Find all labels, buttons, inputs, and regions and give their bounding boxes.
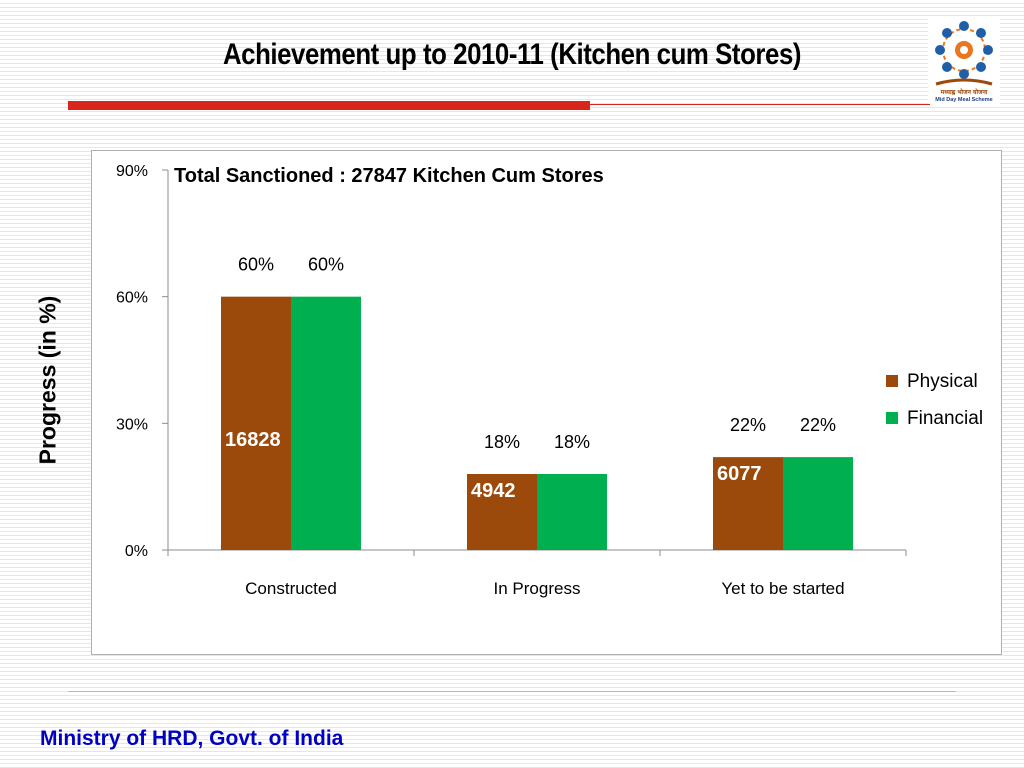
mid-day-meal-logo: मध्याह्न भोजन योजना Mid Day Meal Scheme <box>928 18 1000 104</box>
data-label-physical: 22% <box>730 415 766 435</box>
legend-swatch <box>886 412 898 424</box>
legend-label: Physical <box>907 371 978 392</box>
bar-physical <box>221 296 291 550</box>
bar-financial <box>783 457 853 550</box>
data-label-financial: 18% <box>554 432 590 452</box>
data-label-financial: 60% <box>308 255 344 275</box>
bar-physical <box>713 457 783 550</box>
x-tick-label: Yet to be started <box>721 579 844 598</box>
bar-physical <box>467 474 537 550</box>
x-tick-label: Constructed <box>245 579 337 598</box>
data-label-physical: 60% <box>238 255 274 275</box>
mid-day-meal-emblem-icon: मध्याह्न भोजन योजना Mid Day Meal Scheme <box>935 21 993 103</box>
count-label-physical: 16828 <box>225 429 281 451</box>
y-tick-label: 0% <box>125 543 148 560</box>
title-underline-bar <box>68 101 590 110</box>
footer-divider <box>68 691 956 692</box>
data-label-physical: 18% <box>484 432 520 452</box>
title-underline-line <box>590 104 930 105</box>
y-tick-label: 30% <box>116 416 148 433</box>
logo-caption-english: Mid Day Meal Scheme <box>935 97 992 103</box>
y-axis-title: Progress (in %) <box>34 295 61 465</box>
legend-swatch <box>886 375 898 387</box>
count-label-physical: 6077 <box>717 463 762 485</box>
chart-annotation: Total Sanctioned : 27847 Kitchen Cum Sto… <box>174 165 604 187</box>
count-label-physical: 4942 <box>471 480 516 502</box>
y-tick-label: 90% <box>116 163 148 180</box>
logo-caption-hindi: मध्याह्न भोजन योजना <box>940 88 988 96</box>
bar-financial <box>291 296 361 550</box>
x-tick-label: In Progress <box>494 579 581 598</box>
y-tick-label: 60% <box>116 290 148 307</box>
slide-title: Achievement up to 2010-11 (Kitchen cum S… <box>222 38 802 71</box>
legend-label: Financial <box>907 408 983 429</box>
data-label-financial: 22% <box>800 415 836 435</box>
bar-financial <box>537 474 607 550</box>
footer-ministry: Ministry of HRD, Govt. of India <box>40 727 344 750</box>
